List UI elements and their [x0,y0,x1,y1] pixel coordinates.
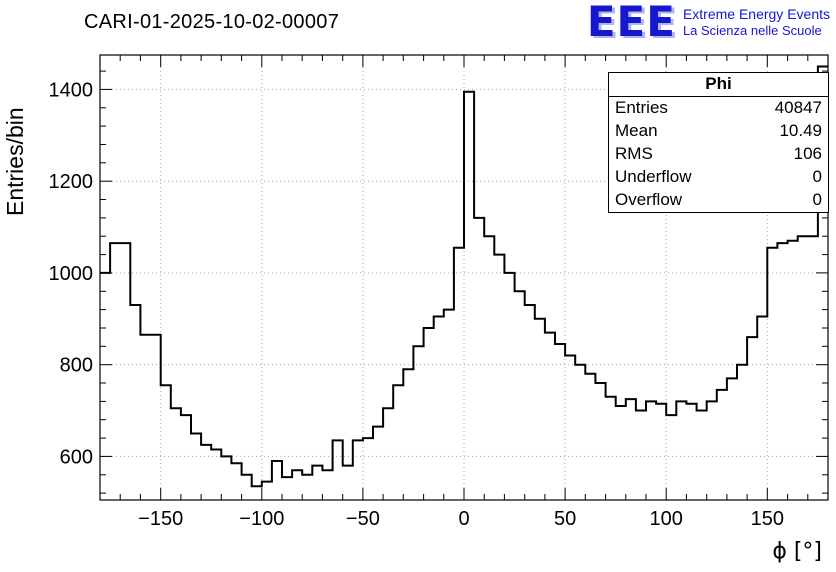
y-axis-title: Entries/bin [2,107,28,217]
stats-value: 40847 [774,98,822,117]
svg-text:100: 100 [650,508,683,530]
svg-text:−50: −50 [346,508,380,530]
stats-value: 10.49 [779,121,822,140]
svg-text:150: 150 [751,508,784,530]
stats-row: Overflow 0 [609,189,828,212]
eee-logo-acronym: EEE [586,0,676,46]
stats-label: Overflow [615,190,683,209]
eee-logo: EEE Extreme Energy Events La Scienza nel… [586,0,830,46]
svg-text:1400: 1400 [49,79,94,101]
svg-text:1000: 1000 [49,263,94,285]
stats-row: RMS 106 [609,143,828,166]
eee-logo-text: Extreme Energy Events La Scienza nelle S… [683,2,830,39]
svg-text:50: 50 [554,508,576,530]
stats-label: RMS [615,144,653,163]
stats-label: Underflow [615,167,692,186]
eee-logo-line2: La Scienza nelle Scuole [682,23,822,38]
plot-title: CARI-01-2025-10-02-00007 [84,11,340,33]
stats-value: 0 [812,167,822,186]
svg-text:1200: 1200 [49,171,94,193]
svg-text:0: 0 [458,508,469,530]
svg-text:−150: −150 [138,508,183,530]
stats-label: Entries [615,98,668,117]
x-axis-title: ϕ [°] [772,539,822,564]
svg-text:−100: −100 [239,508,284,530]
stats-box-title: Phi [609,73,828,97]
stats-row: Mean 10.49 [609,120,828,143]
stats-value: 106 [793,144,822,163]
stats-label: Mean [615,121,658,140]
svg-text:800: 800 [60,355,93,377]
stats-box: Phi Entries 40847 Mean 10.49 RMS 106 Und… [608,72,829,213]
stats-row: Entries 40847 [609,97,828,120]
stats-value: 0 [812,190,822,209]
svg-text:600: 600 [60,446,93,468]
eee-logo-line1: Extreme Energy Events [682,6,830,22]
stats-row: Underflow 0 [609,166,828,189]
